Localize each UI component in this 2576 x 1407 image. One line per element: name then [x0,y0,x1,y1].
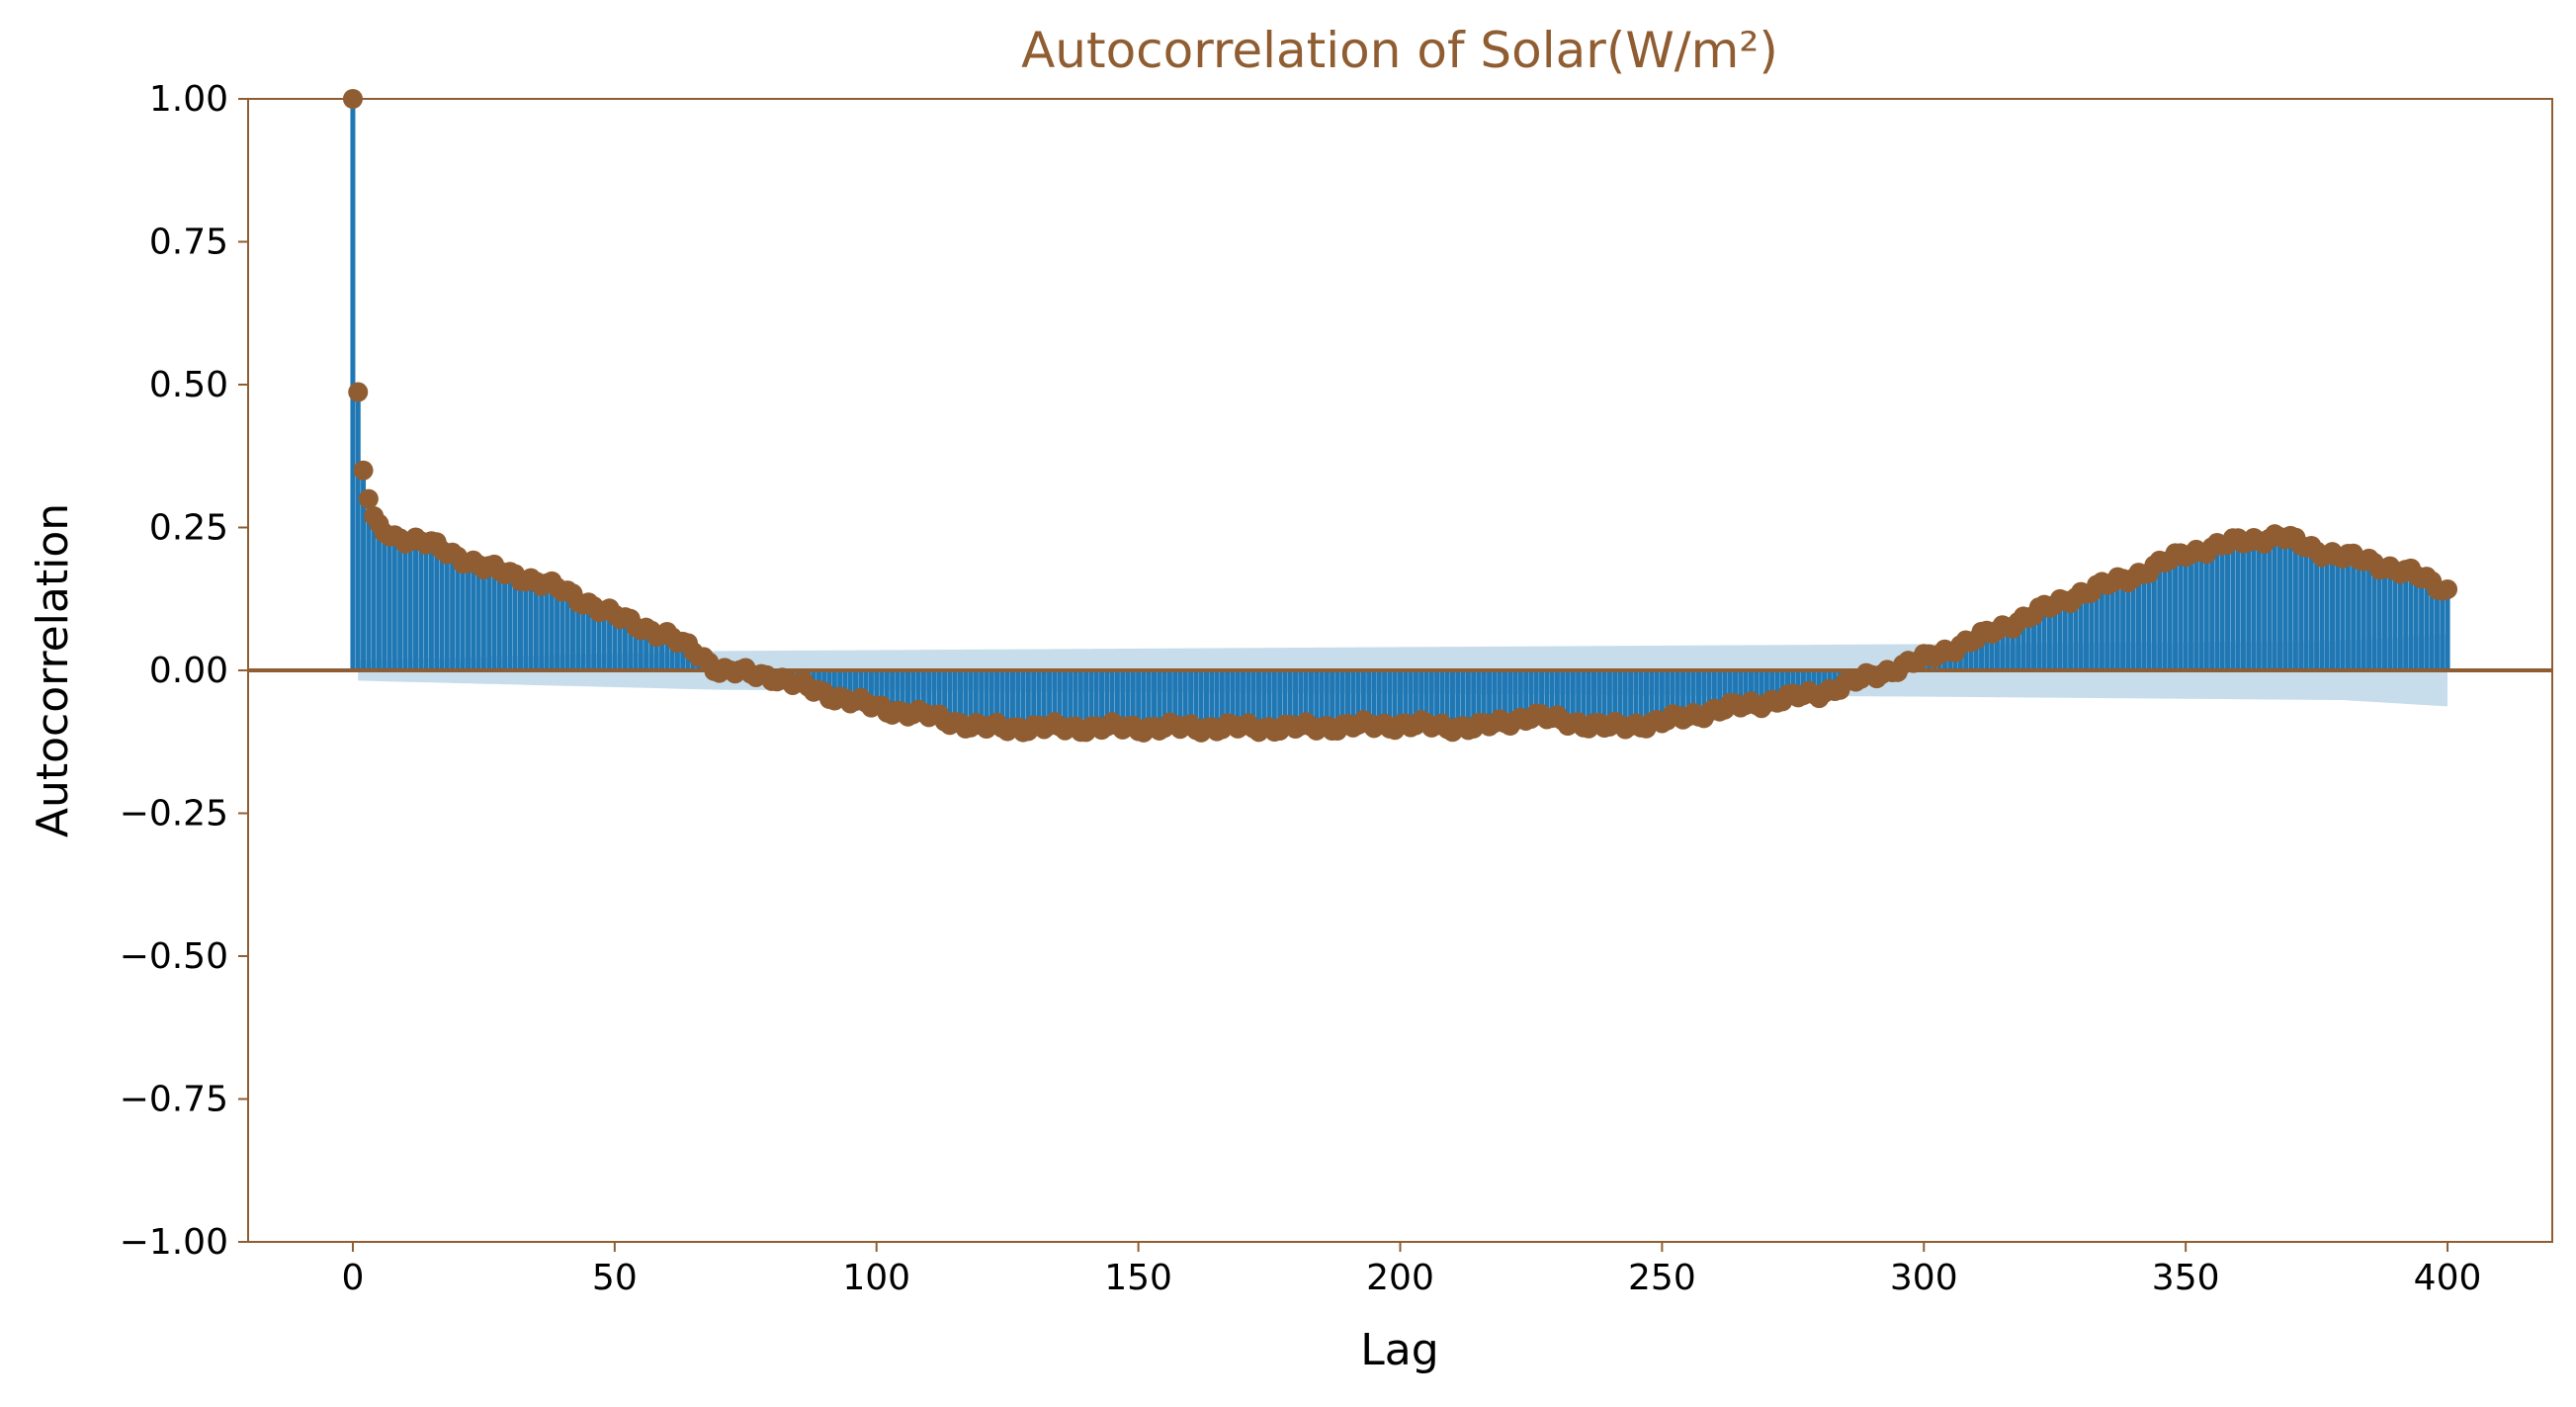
acf-point [2438,578,2458,599]
chart-title: Autocorrelation of Solar(W/m²) [1021,22,1778,79]
y-ticks: 1.00 0.75 0.50 0.25 0.00 −0.25 −0.50 −0.75 −1.00 [120,79,248,1263]
x-tick-label: 150 [1104,1258,1172,1298]
x-tick-label: 100 [842,1258,910,1298]
x-ticks: 0 50 100 150 200 250 300 350 400 [342,1242,2482,1298]
x-axis-label: Lag [1360,1325,1438,1375]
y-tick-label: −0.75 [120,1080,228,1120]
x-tick-label: 400 [2414,1258,2482,1298]
y-tick-label: 0.75 [149,222,228,263]
y-tick-label: 1.00 [149,79,228,120]
acf-point [358,488,379,509]
x-tick-label: 250 [1628,1258,1696,1298]
acf-point [353,460,374,481]
x-tick-label: 0 [342,1258,365,1298]
x-tick-label: 200 [1366,1258,1434,1298]
y-tick-label: 0.50 [149,365,228,405]
y-tick-label: 0.25 [149,508,228,549]
y-tick-label: −0.50 [120,936,228,977]
y-tick-label: −0.25 [120,794,228,835]
x-tick-label: 50 [592,1258,638,1298]
acf-markers-layer [342,89,2458,743]
y-tick-label: 0.00 [149,651,228,691]
y-tick-label: −1.00 [120,1222,228,1263]
x-tick-label: 350 [2152,1258,2220,1298]
acf-point [348,382,369,402]
y-axis-label: Autocorrelation [28,503,78,837]
x-tick-label: 300 [1890,1258,1958,1298]
